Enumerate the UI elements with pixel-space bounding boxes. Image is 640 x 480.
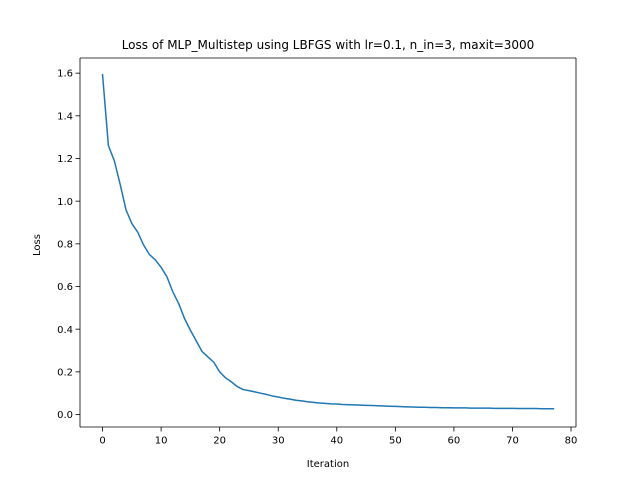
x-tick-label: 70 [506, 436, 519, 447]
x-tick-label: 80 [565, 436, 578, 447]
y-tick-label: 0.8 [57, 239, 73, 250]
y-tick-label: 0.6 [57, 282, 73, 293]
chart-title: Loss of MLP_Multistep using LBFGS with l… [122, 38, 535, 52]
x-tick-label: 10 [155, 436, 168, 447]
y-tick-label: 1.4 [57, 111, 73, 122]
y-axis-label: Loss [32, 234, 43, 256]
x-tick-label: 60 [448, 436, 461, 447]
series-line-0 [101, 73, 555, 410]
x-tick-label: 0 [99, 436, 105, 447]
y-tick-label: 0.4 [57, 325, 73, 336]
x-tick-label: 30 [272, 436, 285, 447]
x-axis-label: Iteration [307, 459, 349, 470]
y-tick-label: 0.0 [57, 410, 73, 421]
x-tick-label: 40 [330, 436, 343, 447]
y-tick-label: 0.2 [57, 367, 73, 378]
x-tick-label: 50 [389, 436, 402, 447]
x-tick-label: 20 [213, 436, 226, 447]
y-tick-label: 1.0 [57, 197, 73, 208]
y-tick-label: 1.6 [57, 69, 73, 80]
plot-area: 0 10 20 30 40 50 60 70 80 0.0 0.2 0.4 0.6 0.8 1.0 1.2 1.… [57, 57, 578, 447]
y-tick-label: 1.2 [57, 154, 73, 165]
